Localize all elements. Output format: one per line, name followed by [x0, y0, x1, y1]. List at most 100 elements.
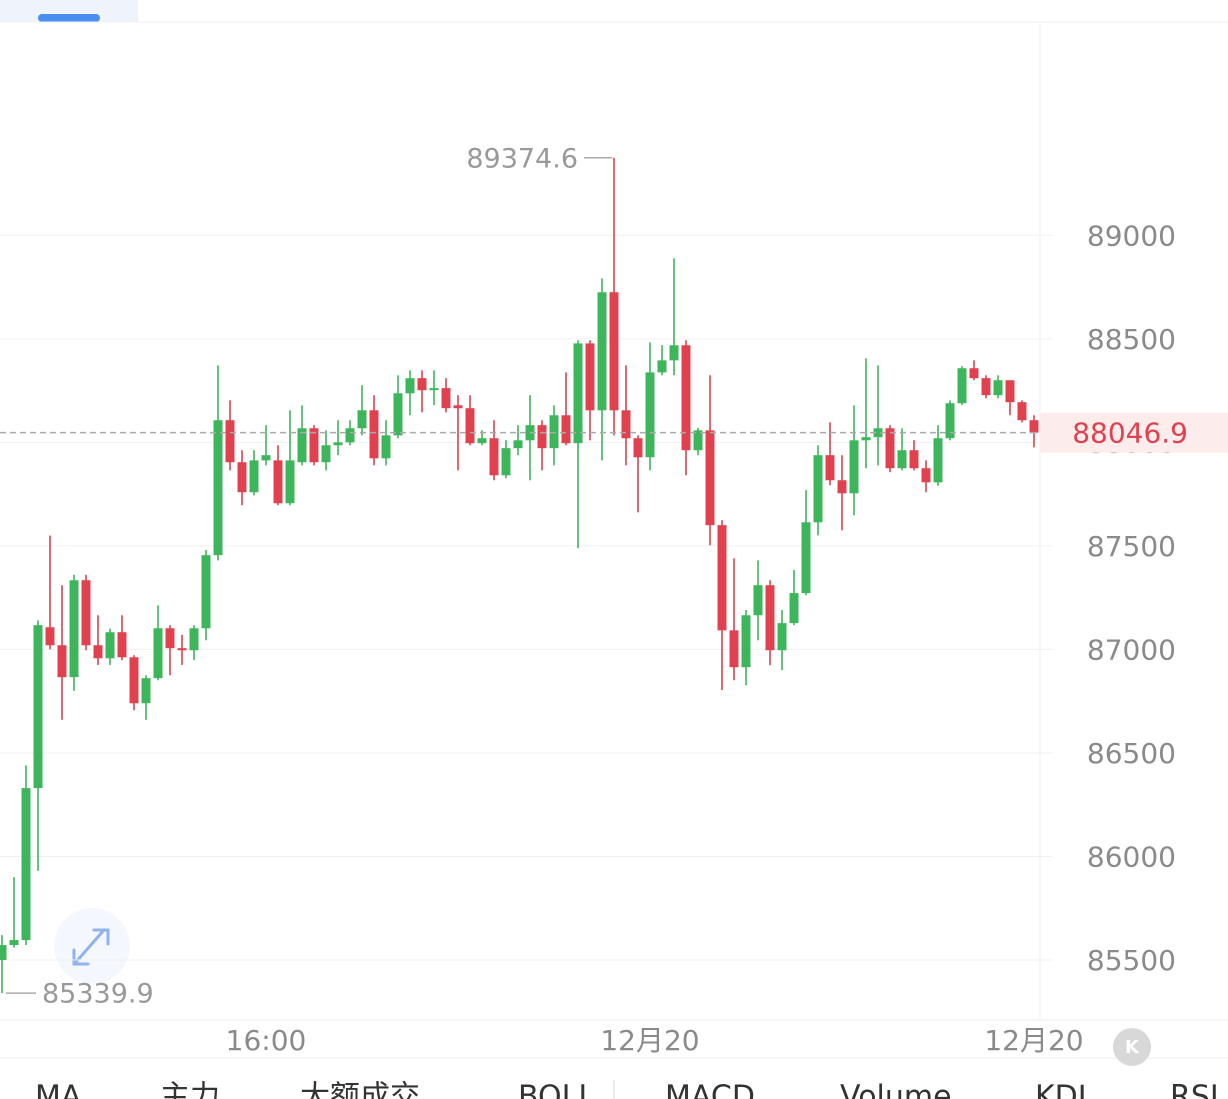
indicator-tab[interactable]: Volume [840, 1080, 952, 1099]
x-tick-label: 12月20 [984, 1024, 1083, 1057]
candle-body [669, 345, 679, 361]
candle-body [489, 438, 499, 476]
candle-body [393, 393, 403, 436]
candle-body [753, 585, 763, 616]
candle-body [933, 438, 943, 483]
indicator-tab[interactable]: 主力 [160, 1080, 220, 1099]
candle-body [585, 343, 595, 411]
y-tick-label: 89000 [1087, 219, 1176, 252]
candle-body [81, 580, 91, 646]
candle-body [897, 450, 907, 469]
candle-body [381, 435, 391, 459]
candle-body [465, 408, 475, 444]
candle-body [237, 462, 247, 493]
candle-body [45, 627, 55, 646]
candle-body [0, 945, 7, 960]
candle-body [285, 460, 295, 504]
candle-body [9, 940, 19, 946]
min-label: 85339.9 [42, 979, 154, 1010]
candle-body [429, 388, 439, 391]
candle-body [741, 615, 751, 668]
candle-body [609, 292, 619, 411]
candle-body [561, 415, 571, 444]
candle-body [21, 788, 31, 941]
candle-body [729, 630, 739, 668]
indicator-tab[interactable]: KDJ [1035, 1080, 1087, 1099]
candle-body [837, 480, 847, 494]
expand-button[interactable] [54, 908, 130, 984]
candle-body [261, 455, 271, 461]
candle-body [165, 628, 175, 649]
candle-body [969, 368, 979, 379]
k-button-label[interactable]: K [1125, 1037, 1140, 1058]
candle-body [93, 645, 103, 659]
y-tick-label: 86000 [1087, 840, 1176, 873]
candle-body [309, 428, 319, 463]
y-tick-label: 88500 [1087, 323, 1176, 356]
indicator-tab[interactable]: RSI [1170, 1080, 1219, 1099]
y-tick-label: 86500 [1087, 737, 1176, 770]
candle-body [645, 372, 655, 458]
indicator-tab[interactable]: BOLL [518, 1080, 595, 1099]
candle-body [921, 468, 931, 483]
indicator-tab[interactable]: MA [35, 1080, 82, 1099]
candle-body [693, 430, 703, 451]
candle-body [333, 442, 343, 446]
candle-body [621, 410, 631, 439]
candle-body [177, 648, 187, 651]
candle-body [513, 440, 523, 449]
y-tick-label: 87000 [1087, 633, 1176, 666]
candle-body [633, 438, 643, 458]
candle-body [549, 415, 559, 449]
candle-body [225, 420, 235, 463]
top-tab-bg [0, 0, 138, 22]
y-tick-label: 87500 [1087, 530, 1176, 563]
candle-body [537, 425, 547, 449]
current-price-bg [1040, 412, 1228, 453]
candle-body [117, 632, 127, 658]
candle-body [369, 410, 379, 459]
candle-body [957, 368, 967, 404]
candle-body [945, 403, 955, 439]
y-tick-label: 85500 [1087, 944, 1176, 977]
current-price-label: 88046.9 [1072, 417, 1188, 450]
candle-body [69, 580, 79, 678]
candle-body [213, 420, 223, 556]
candle-body [453, 405, 463, 409]
candle-body [153, 628, 163, 679]
candle-body [873, 428, 883, 438]
candle-body [681, 345, 691, 451]
x-tick-label: 12月20 [600, 1024, 699, 1057]
candle-body [657, 360, 667, 373]
candle-body [1029, 420, 1039, 433]
candle-body [1017, 402, 1027, 421]
candle-body [477, 438, 487, 444]
candle-body [993, 380, 1003, 396]
x-tick-label: 16:00 [226, 1024, 307, 1057]
max-label: 89374.6 [466, 143, 578, 174]
candle-body [981, 378, 991, 396]
candle-body [789, 593, 799, 624]
indicator-tab[interactable]: MACD [665, 1080, 755, 1099]
candle-body [249, 460, 259, 493]
candle-body [909, 450, 919, 469]
candle-body [861, 437, 871, 441]
candle-body [141, 678, 151, 704]
candle-body [717, 525, 727, 631]
candle-body [885, 428, 895, 469]
candle-body [273, 460, 283, 504]
candle-body [813, 455, 823, 523]
candle-body [705, 430, 715, 526]
candle-body [765, 585, 775, 651]
k-button[interactable] [1113, 1028, 1151, 1066]
candle-body [501, 448, 511, 476]
candle-body [417, 378, 427, 391]
top-tab[interactable] [38, 14, 100, 22]
candle-body [105, 632, 115, 659]
candle-body [441, 388, 451, 409]
candle-body [357, 410, 367, 429]
candle-body [573, 343, 583, 444]
indicator-tab[interactable]: 大额成交 [300, 1080, 420, 1099]
candle-body [189, 628, 199, 651]
